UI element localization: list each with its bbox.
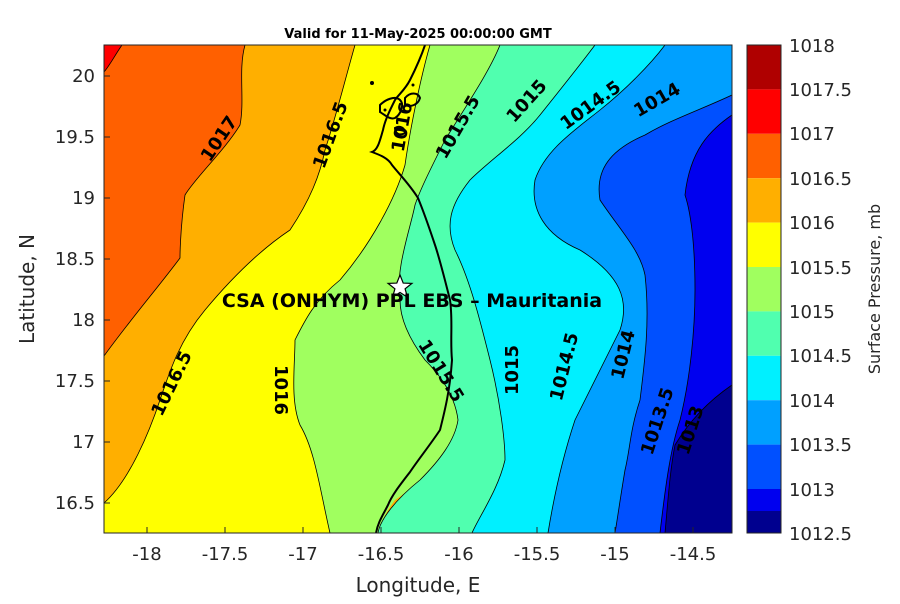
x-tick-labels: -18 -17.5 -17 -16.5 -16 -15.5 -15 -14.5 [132,544,716,565]
x-tick-label: -15.5 [514,544,561,565]
colorbar-swatch [747,355,781,401]
y-tick-label: 19 [72,188,95,209]
contour-label: 1016 [270,365,291,415]
y-tick-label: 18 [72,310,95,331]
colorbar-tick-label: 1017.5 [789,80,852,101]
colorbar-tick-label: 1014.5 [789,346,852,367]
contour-lines [104,45,732,533]
colorbar-tick-label: 1015 [789,302,835,323]
contour-label: 1015 [502,345,523,395]
x-tick-label: -14.5 [670,544,717,565]
x-tick-label: -18 [132,544,161,565]
island-dots [370,81,415,112]
colorbar-swatch [747,178,781,223]
band-1016 [104,45,430,533]
colorbar-tick-labels: 1018 1017.5 1017 1016.5 1016 1015.5 1015… [789,36,852,545]
y-tick-label: 17.5 [55,371,95,392]
y-axis-label: Latitude, N [15,234,39,344]
x-tick-label: -15 [600,544,629,565]
colorbar-label: Surface Pressure, mb [865,204,884,374]
colorbar-swatch [747,89,781,134]
y-tick-label: 19.5 [55,127,95,148]
colorbar-tick-label: 1016.5 [789,169,852,190]
x-tick-label: -17.5 [202,544,249,565]
site-label: CSA (ONHYM) PPL EBS – Mauritania [222,290,602,312]
colorbar-swatch [747,267,781,312]
band-1014 [534,45,732,533]
colorbar-tick-label: 1017 [789,124,835,145]
colorbar-swatch [747,444,781,489]
band-1014.5 [450,45,665,533]
colorbar-tick-label: 1018 [789,36,835,57]
colorbar-tick-label: 1012.5 [789,524,852,545]
colorbar-tick-label: 1015.5 [789,258,852,279]
colorbar-tick-label: 1013.5 [789,435,852,456]
colorbar-swatch [747,511,781,533]
colorbar-swatch [747,133,781,179]
y-tick-labels: 20 19.5 19 18.5 18 17.5 17 16.5 [55,66,95,514]
y-tick-label: 17 [72,432,95,453]
colorbar [746,44,782,534]
y-tick-label: 16.5 [55,493,95,514]
y-tick-marks [104,75,110,504]
colorbar-tick-label: 1013 [789,480,835,501]
coastline [369,45,454,533]
site-star-icon [386,273,414,299]
x-axis-label: Longitude, E [356,573,481,597]
colorbar-tick-label: 1016 [789,213,835,234]
colorbar-swatch [747,489,781,511]
x-tick-marks [146,527,694,533]
band-1015 [378,45,595,533]
x-tick-label: -16.5 [358,544,405,565]
map-title: Valid for 11-May-2025 00:00:00 GMT [284,27,552,42]
colorbar-swatch [747,400,781,445]
y-tick-label: 20 [72,66,95,87]
colorbar-swatch [747,311,781,356]
colorbar-swatch [747,222,781,267]
colorbar-tick-label: 1014 [789,391,835,412]
plot-frame [103,44,733,534]
band-1017 [104,45,245,356]
colorbar-swatch [747,45,781,90]
band-1012.5 [665,385,732,533]
x-tick-label: -17 [288,544,317,565]
y-tick-label: 18.5 [55,249,95,270]
x-tick-label: -16 [444,544,473,565]
contour-fill [104,45,732,533]
